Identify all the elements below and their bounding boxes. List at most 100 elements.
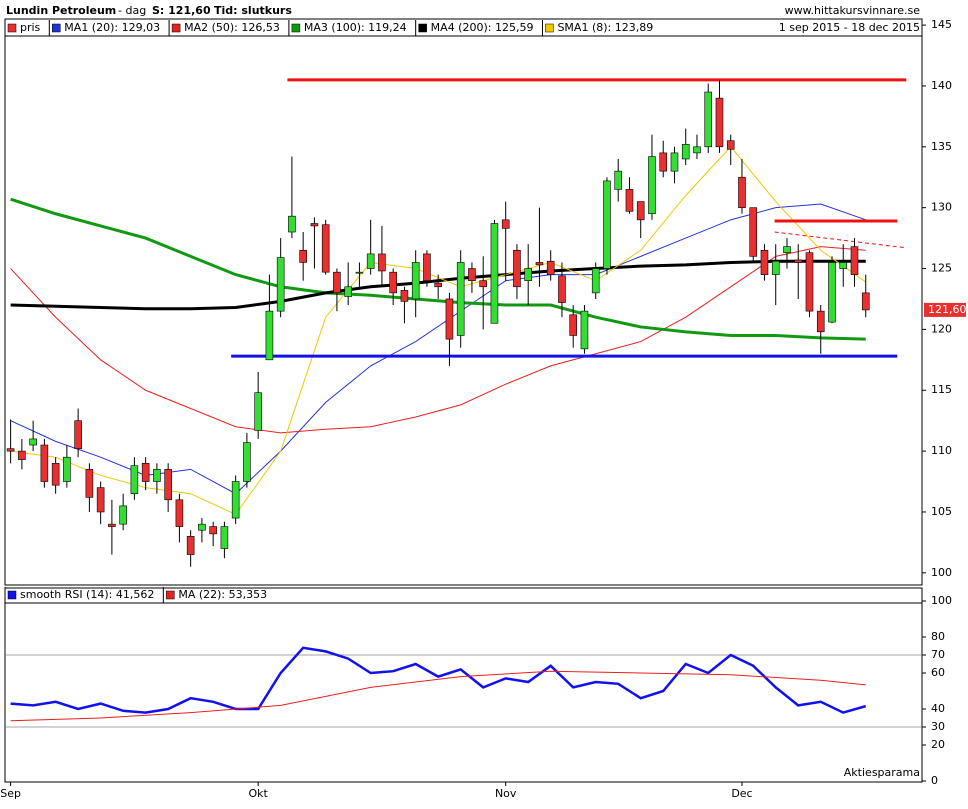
- rsi-tick-label: 30: [931, 720, 945, 733]
- price-badge: [924, 302, 966, 317]
- candle-body: [355, 271, 364, 274]
- candle-body: [231, 481, 240, 519]
- candle-body: [344, 286, 352, 297]
- rsi-tick-label: 0: [931, 774, 938, 787]
- candle-body: [760, 249, 769, 275]
- candle-body: [670, 152, 679, 172]
- drawn-line: [774, 231, 907, 249]
- legend-label: MA4 (200): 125,59: [431, 21, 534, 34]
- candle-body: [310, 223, 319, 227]
- title: Lundin Petroleum: [6, 4, 116, 17]
- x-tick-label: Sep: [0, 787, 21, 800]
- candle-body: [96, 487, 105, 513]
- y-tick-label: 100: [931, 566, 952, 579]
- candle-body: [771, 260, 780, 275]
- candle-body: [591, 268, 600, 294]
- candle-body: [648, 156, 656, 215]
- candle-body: [389, 271, 397, 294]
- legend-label: smooth RSI (14): 41,562: [20, 588, 154, 601]
- candle-body: [63, 456, 71, 482]
- candle-body: [603, 180, 611, 269]
- candle-body: [468, 268, 476, 281]
- legend-swatch: [291, 23, 301, 33]
- candle-body: [29, 438, 37, 446]
- y-tick-label: 125: [931, 262, 952, 275]
- candle-body: [276, 257, 285, 312]
- y-tick-label: 115: [931, 383, 952, 396]
- candle-body: [715, 97, 724, 148]
- candle-body: [423, 253, 431, 281]
- y-tick-label: 130: [931, 201, 952, 214]
- candle-body: [288, 215, 296, 233]
- candle-body: [546, 260, 555, 275]
- candle-body: [524, 268, 532, 281]
- legend-swatch: [545, 23, 554, 33]
- legend-swatch: [166, 590, 175, 600]
- candle-body: [861, 292, 870, 311]
- candle-body: [153, 469, 161, 482]
- candle-body: [850, 246, 859, 275]
- legend-swatch: [418, 23, 427, 33]
- rsi-tick-label: 20: [931, 738, 945, 751]
- y-tick-label: 145: [931, 18, 952, 31]
- candle-body: [704, 91, 713, 148]
- candle-body: [40, 444, 49, 482]
- legend-label: MA (22): 53,353: [178, 588, 267, 601]
- candle-body: [693, 146, 701, 154]
- candle-body: [119, 505, 127, 525]
- moving-average: [10, 246, 866, 434]
- mode: Tid: slutkurs: [214, 4, 292, 17]
- rsi-tick-label: 80: [931, 630, 945, 643]
- candle-body: [209, 526, 217, 535]
- candle-body: [85, 469, 94, 498]
- candle-body: [434, 282, 442, 288]
- candle-body: [220, 526, 229, 549]
- candle-body: [501, 219, 510, 229]
- moving-average: [10, 197, 866, 341]
- candle-body: [614, 170, 622, 190]
- candle-body: [243, 442, 251, 482]
- legend-swatch: [7, 590, 17, 600]
- candle-body: [6, 448, 15, 452]
- candle-body: [535, 262, 544, 266]
- candle-body: [828, 262, 836, 323]
- candle-body: [254, 392, 262, 431]
- candle-body: [18, 450, 26, 460]
- candle-body: [558, 275, 566, 303]
- candle-body: [625, 189, 634, 212]
- candle-body: [749, 207, 758, 257]
- site: www.hittakursvinnare.se: [785, 4, 921, 17]
- period: - dag: [118, 4, 146, 17]
- candle-body: [299, 249, 307, 263]
- legend-label: MA1 (20): 129,03: [64, 21, 160, 34]
- candle-body: [321, 224, 330, 273]
- rsi-frame: [4, 587, 923, 783]
- legend-swatch: [52, 23, 61, 33]
- candle-body: [378, 253, 386, 272]
- candle-body: [265, 310, 274, 361]
- date-range: 1 sep 2015 - 18 dec 2015: [779, 21, 920, 34]
- rsi-tick-label: 100: [931, 594, 952, 607]
- price-badge-label: 121,60: [928, 303, 967, 316]
- last-price: S: 121,60: [152, 4, 211, 17]
- candle-body: [490, 223, 499, 324]
- candle-body: [738, 176, 746, 208]
- main-frame: [4, 18, 923, 586]
- candle-body: [681, 144, 690, 160]
- rsi-tick-label: 40: [931, 702, 945, 715]
- rsi-line: [10, 646, 867, 714]
- candle-body: [659, 152, 668, 172]
- legend-label: pris: [20, 21, 41, 34]
- candle-body: [108, 523, 116, 527]
- legend-label: MA3 (100): 119,24: [304, 21, 407, 34]
- rsi-tick-label: 70: [931, 648, 945, 661]
- candle-body: [479, 280, 487, 288]
- candle-body: [175, 499, 184, 527]
- rsi-note: Aktiesparama: [844, 766, 920, 779]
- candle-body: [186, 536, 195, 555]
- candle-body: [445, 298, 454, 340]
- y-tick-label: 105: [931, 505, 952, 518]
- x-tick-label: Okt: [248, 787, 268, 800]
- legend-swatch: [7, 23, 17, 33]
